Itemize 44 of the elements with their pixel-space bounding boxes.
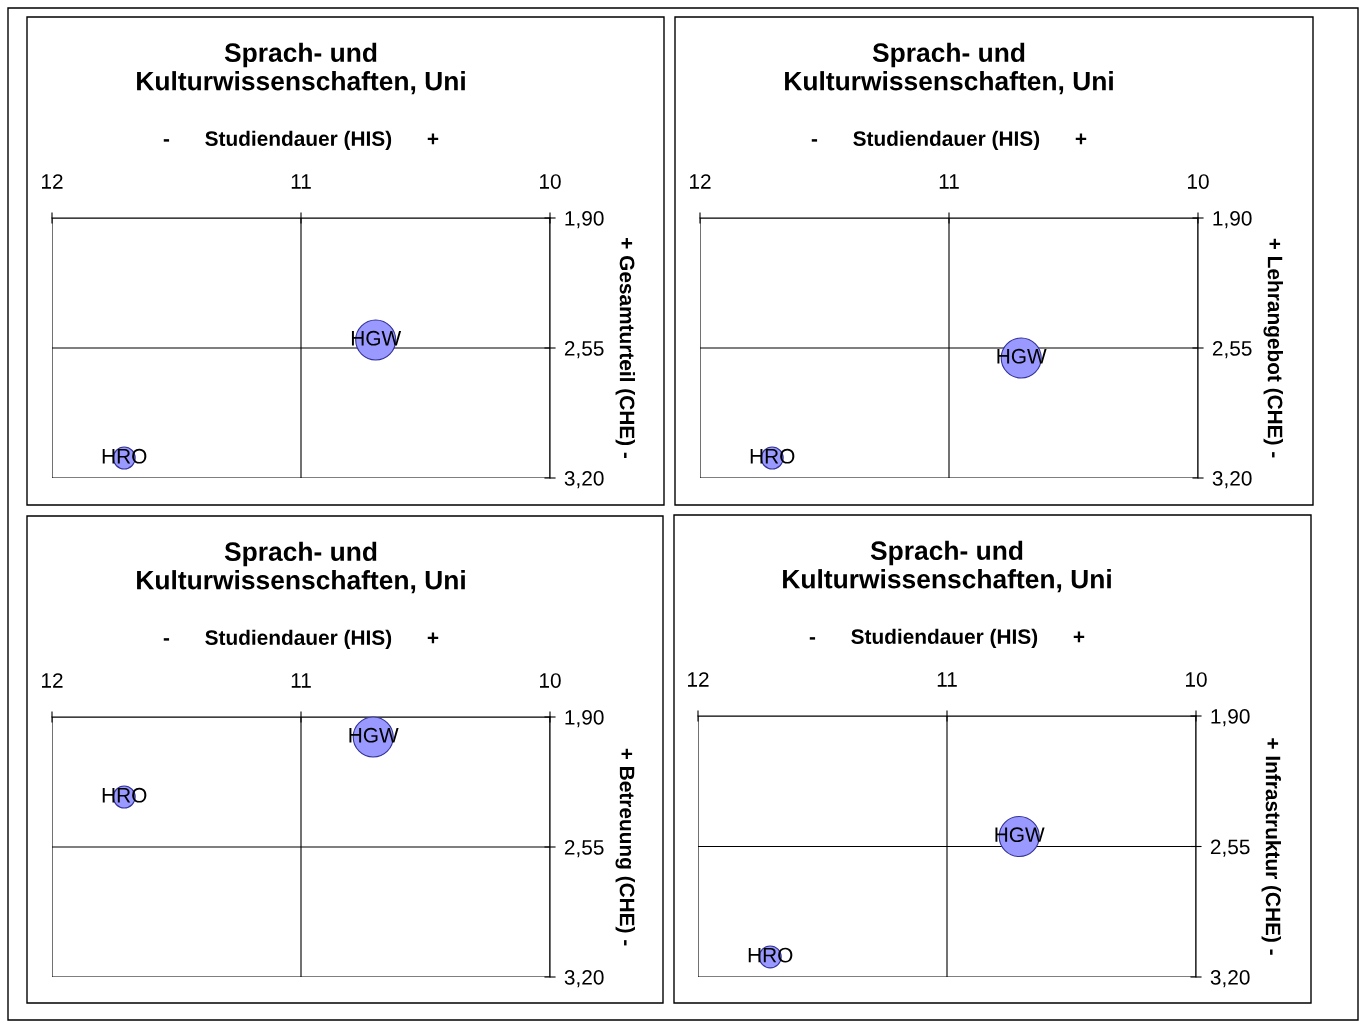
chart-title: Sprach- und Kulturwissenschaften, Uni — [137, 541, 465, 594]
y-tick-label: 2,55 — [564, 840, 604, 858]
y-tick-label: 2,55 — [564, 341, 604, 359]
x-axis-title: - Studiendauer (HIS) + — [163, 130, 439, 151]
x-tick-label: 11 — [939, 174, 959, 189]
series-label: HRO — [102, 787, 147, 803]
x-tick-label: 11 — [291, 673, 311, 688]
y-tick-label: 3,20 — [1212, 471, 1252, 489]
x-tick-label: 12 — [690, 174, 711, 189]
y-tick-label: 1,90 — [565, 211, 604, 229]
y-axis-title: + Infrastruktur (CHE) - — [1261, 738, 1281, 955]
series-label: HRO — [750, 448, 795, 464]
y-tick-label: 3,20 — [564, 970, 604, 988]
y-tick-label: 1,90 — [1213, 211, 1252, 229]
chart-title: Sprach- und Kulturwissenschaften, Uni — [137, 42, 465, 95]
x-axis-title: - Studiendauer (HIS) + — [811, 130, 1087, 151]
x-tick-label: 11 — [937, 672, 957, 687]
x-tick-label: 10 — [1188, 174, 1209, 189]
series-label: HGW — [349, 727, 399, 743]
chart-title: Sprach- und Kulturwissenschaften, Uni — [783, 540, 1111, 593]
series-label: HRO — [748, 947, 793, 963]
y-tick-label: 3,20 — [1210, 970, 1250, 988]
y-tick-label: 3,20 — [564, 471, 604, 489]
x-tick-label: 12 — [42, 174, 63, 189]
x-tick-label: 10 — [1186, 672, 1207, 687]
y-axis-title: + Lehrangebot (CHE) - — [1263, 238, 1283, 458]
x-axis-title: - Studiendauer (HIS) + — [163, 629, 439, 650]
y-tick-label: 2,55 — [1212, 341, 1252, 359]
x-tick-label: 11 — [291, 174, 311, 189]
x-tick-label: 12 — [42, 673, 63, 688]
y-tick-label: 2,55 — [1210, 839, 1250, 857]
series-label: HGW — [997, 348, 1047, 364]
series-label: HGW — [995, 827, 1045, 843]
y-tick-label: 1,90 — [565, 710, 604, 728]
x-tick-label: 12 — [688, 672, 709, 687]
y-tick-label: 1,90 — [1211, 709, 1250, 727]
x-axis-title: - Studiendauer (HIS) + — [809, 628, 1085, 649]
y-axis-title: + Gesamturteil (CHE) - — [615, 238, 635, 459]
x-tick-label: 10 — [540, 174, 561, 189]
series-label: HGW — [351, 330, 402, 346]
series-label: HRO — [102, 448, 147, 464]
y-axis-title: + Betreuung (CHE) - — [615, 748, 635, 946]
chart-title: Sprach- und Kulturwissenschaften, Uni — [785, 42, 1113, 95]
x-tick-label: 10 — [540, 673, 561, 688]
